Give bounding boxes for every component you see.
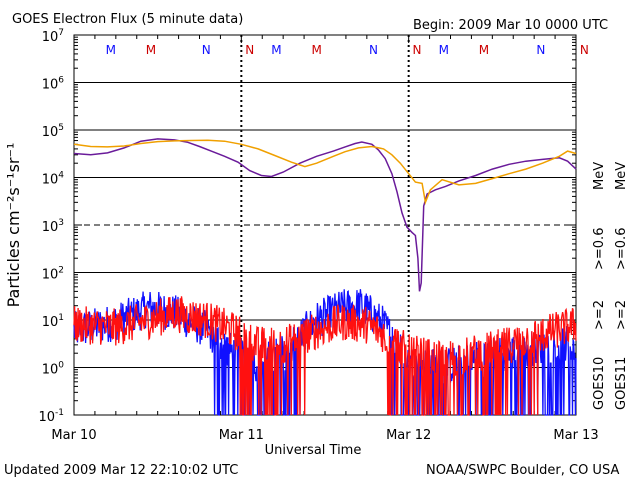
x-tick-label: Mar 13 [553,428,598,443]
local-time-marker: N [202,43,211,57]
legend-goes10: GOES10 [592,357,607,410]
x-tick-label: Mar 12 [386,428,431,443]
y-tick-label: 103 [42,218,64,235]
legend-goes11: GOES11 [614,357,629,410]
local-time-marker: M [106,43,116,57]
updated-timestamp: Updated 2009 Mar 12 22:10:02 UTC [4,463,238,478]
local-time-marker: N [245,43,254,57]
y-tick-label: 100 [42,361,65,378]
x-axis-label: Universal Time [265,443,362,458]
legend-unit-goes11: MeV [614,162,629,190]
legend-entry-goes10-06mev: >=0.6 [592,228,607,270]
x-tick-label: Mar 10 [51,428,96,443]
legend-entry-goes10-2mev: >=2 [592,300,607,330]
local-time-marker: M [479,43,489,57]
y-tick-label: 104 [42,171,65,188]
chart-title: GOES Electron Flux (5 minute data) [12,12,243,27]
y-tick-label: 106 [42,76,65,93]
begin-time: Begin: 2009 Mar 10 0000 UTC [413,18,608,33]
legend-entry-goes11-2mev: >=2 [614,300,629,330]
x-tick-label: Mar 11 [219,428,264,443]
local-time-marker: M [439,43,449,57]
y-tick-label: 101 [42,313,64,330]
series-line [73,296,577,416]
local-time-marker: N [413,43,422,57]
y-tick-label: 102 [42,266,64,283]
local-time-marker: N [369,43,378,57]
y-tick-label: 107 [42,28,64,45]
local-time-marker: N [580,43,589,57]
series-line [73,138,577,292]
noisy-series [73,289,577,416]
legend-unit-goes10: MeV [592,162,607,190]
local-time-marker: N [536,43,545,57]
y-tick-label: 10-1 [38,408,64,425]
y-tick-label: 105 [42,123,64,140]
local-time-marker: M [146,43,156,57]
x-tick-labels: Mar 10 Mar 11 Mar 12 Mar 13 [51,428,598,443]
legend: GOES10 GOES11 >=2 >=0.6 >=2 >=0.6 MeV Me… [592,162,629,410]
smooth-series [73,138,577,292]
credit: NOAA/SWPC Boulder, CO USA [426,463,619,478]
local-time-marker: M [271,43,281,57]
y-axis-label: Particles cm⁻²s⁻¹sr⁻¹ [4,143,23,308]
legend-entry-goes11-06mev: >=0.6 [614,228,629,270]
series-line [73,139,577,206]
local-time-marker: M [311,43,321,57]
y-tick-labels: 10-1 100 101 102 103 104 105 106 107 [38,28,64,425]
